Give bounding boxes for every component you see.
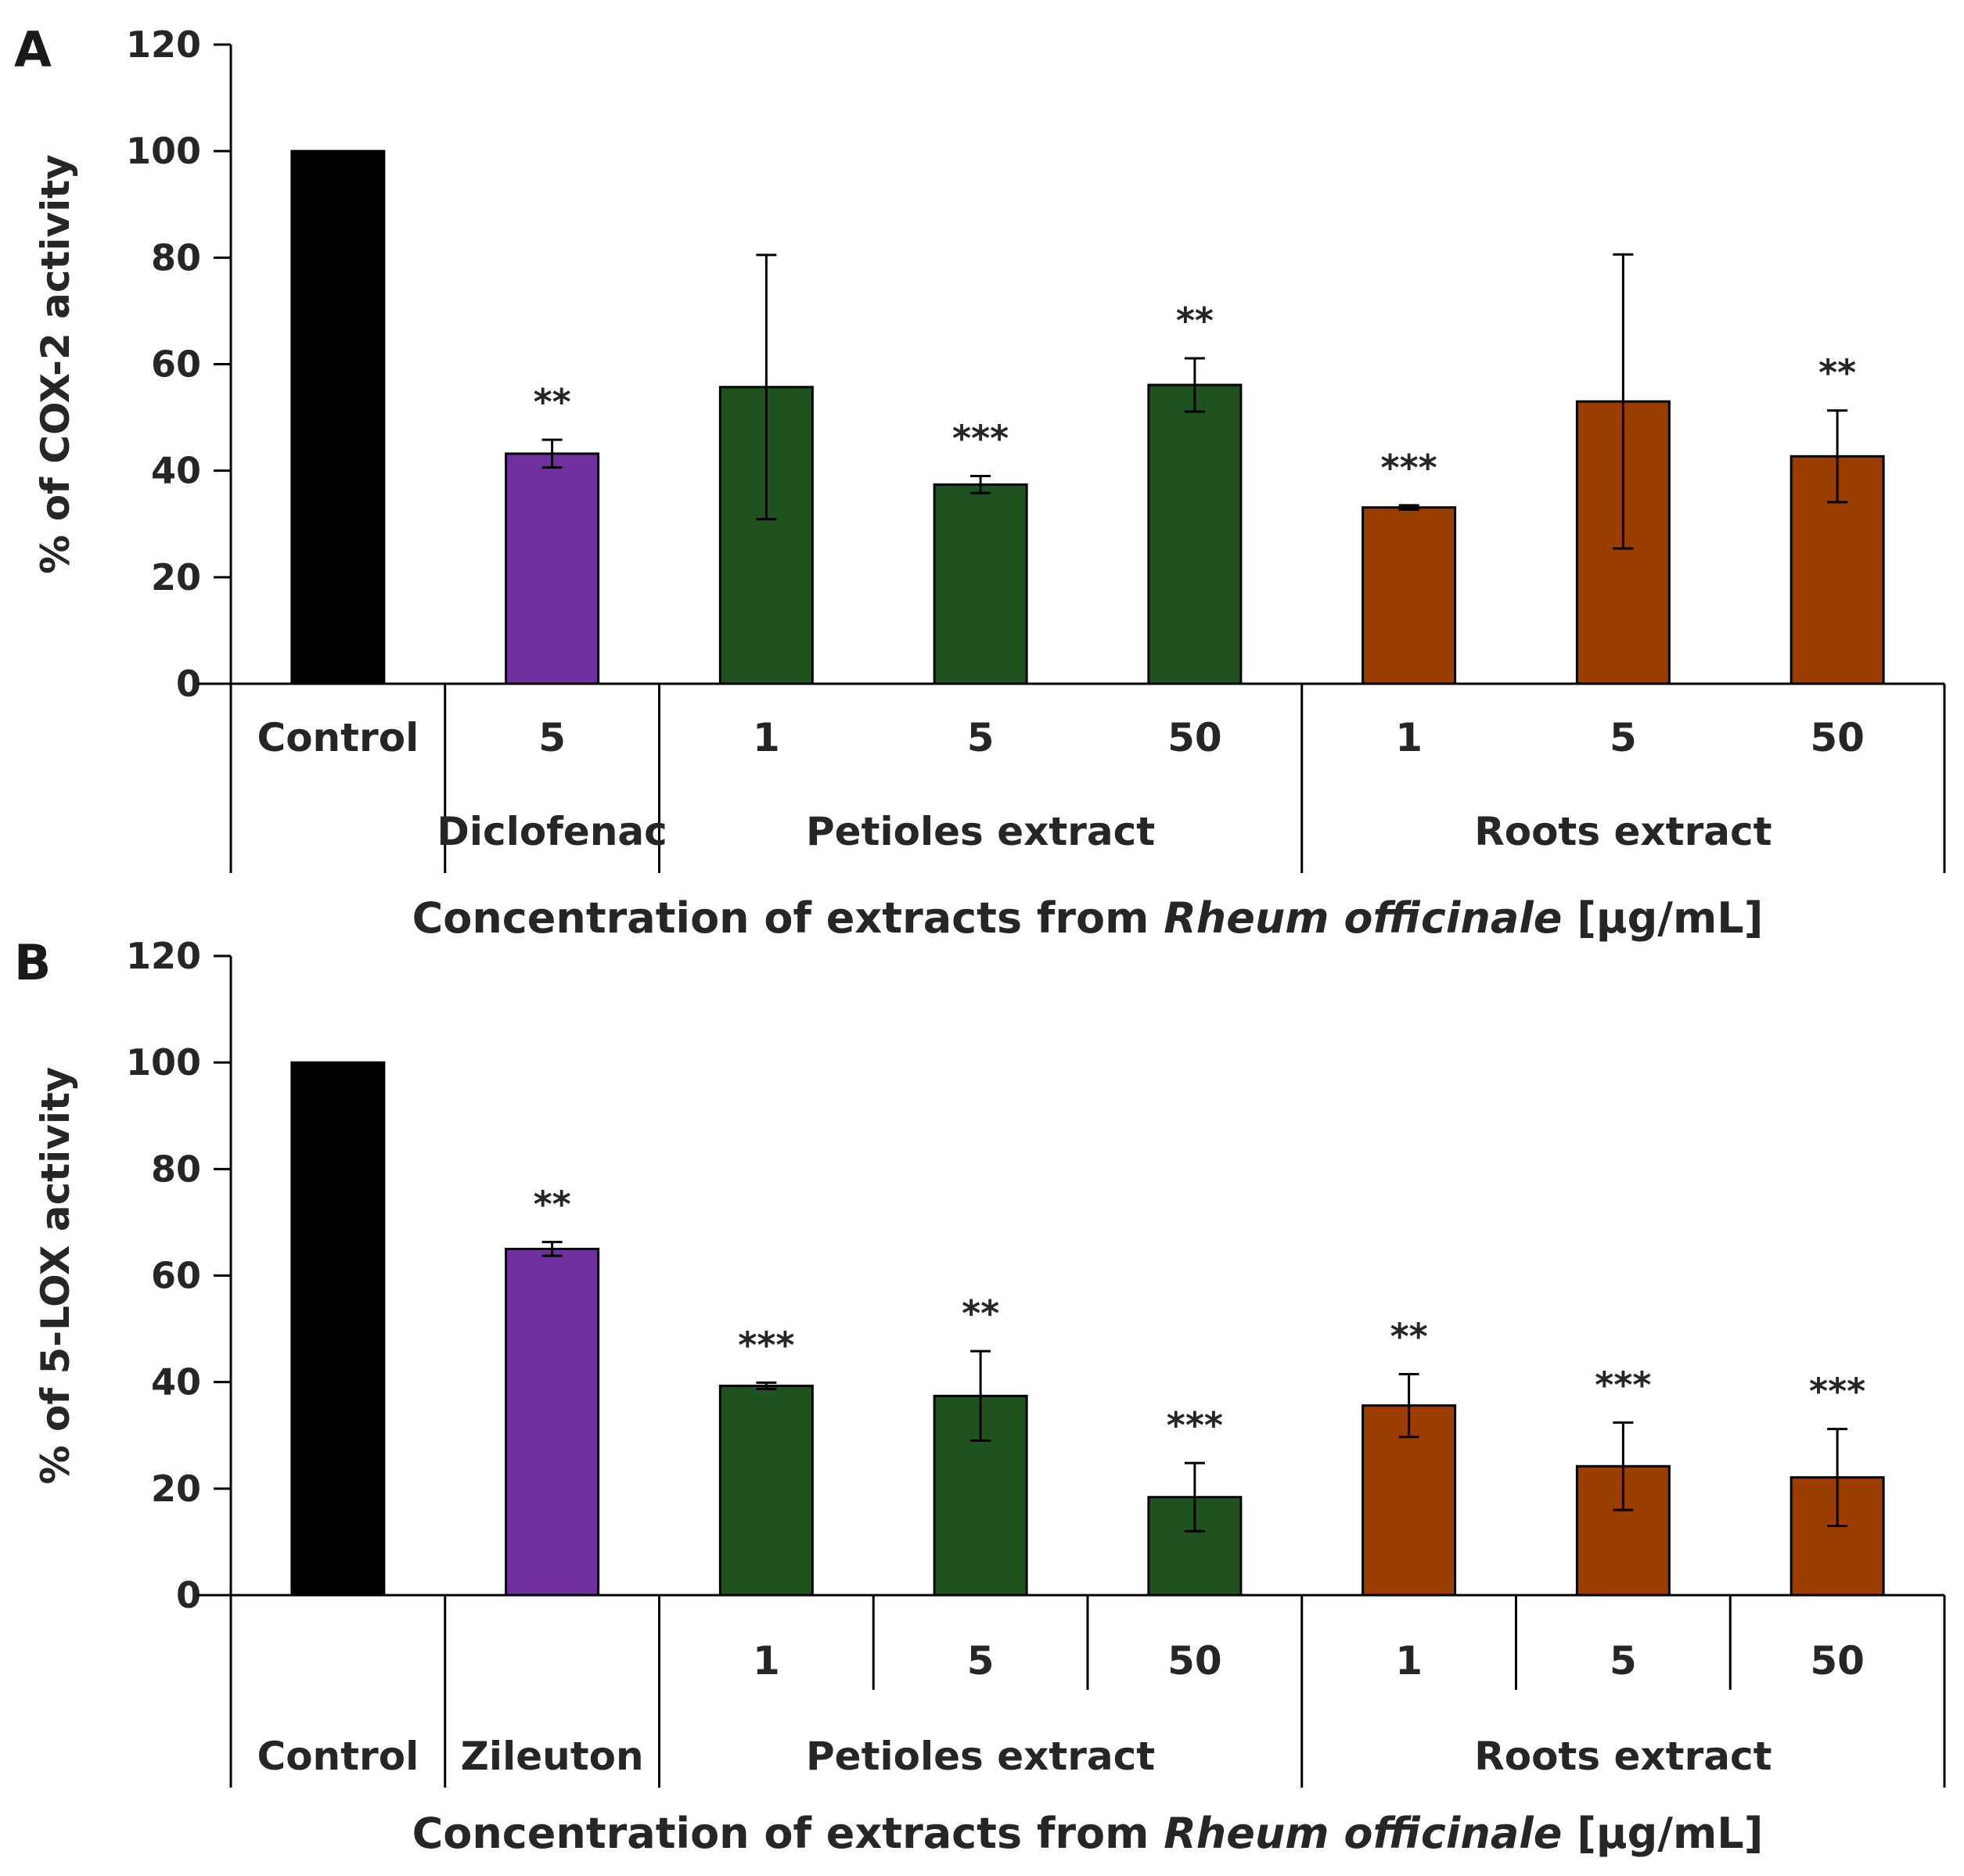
category-label: 50 [1810,715,1865,760]
y-axis-title: % of 5-LOX activity [33,1067,78,1485]
x-axis-title: Concentration of extracts from Rheum off… [412,893,1764,943]
significance-label: *** [1809,1371,1865,1413]
category-label: 5 [1610,715,1637,760]
category-label: 5 [967,715,995,760]
group-label: Roots extract [1474,809,1772,854]
bar [933,483,1028,685]
y-tick-label: 120 [126,23,201,66]
panel-a: A 0 20 40 60 80 100 120 % of COX-2 activity Contr… [14,21,1946,943]
significance-label: ** [1390,1315,1428,1357]
category-label: 1 [1395,1638,1423,1684]
category-label: 50 [1167,715,1222,760]
panel-letter: A [14,21,52,78]
category-label: 1 [1395,715,1423,760]
significance-label: *** [1595,1364,1651,1406]
y-tick-label: 100 [126,1041,201,1084]
bar [718,1384,814,1597]
y-tick-label: 60 [151,1255,201,1297]
category-label: 1 [753,715,780,760]
significance-label: ** [534,1184,571,1226]
group-label: Zileuton [461,1734,644,1779]
significance-label: ** [1176,300,1214,342]
category-label: 5 [538,715,566,760]
y-tick-label: 20 [151,1468,201,1510]
y-tick-label: 20 [151,556,201,598]
group-label: Diclofenac [437,809,667,854]
significance-label: *** [1167,1404,1223,1447]
y-tick-label: 0 [176,663,201,705]
y-tick-label: 80 [151,236,201,279]
bar [1147,383,1243,685]
y-tick-label: 60 [151,343,201,386]
group-label: Control [257,1734,419,1779]
bar [505,1247,600,1597]
y-tick-label: 100 [126,130,201,172]
group-label: Roots extract [1474,1734,1772,1779]
bar [290,149,386,685]
x-axis-title: Concentration of extracts from Rheum off… [412,1809,1764,1858]
group-label: Petioles extract [806,1734,1155,1779]
significance-label: ** [962,1292,999,1335]
significance-label: ** [1818,352,1856,394]
bar [1361,506,1457,685]
y-tick-label: 80 [151,1148,201,1190]
category-label: Control [257,715,419,760]
y-axis-title: % of COX-2 activity [33,154,78,574]
y-tick-label: 120 [126,935,201,977]
category-label: 50 [1810,1638,1865,1684]
category-label: 1 [753,1638,780,1684]
significance-label: *** [738,1324,794,1366]
y-tick-label: 0 [176,1574,201,1616]
y-tick-label: 40 [151,450,201,492]
group-label: Petioles extract [806,809,1155,854]
significance-label: *** [952,417,1009,459]
category-label: 5 [1610,1638,1637,1684]
category-label: 5 [967,1638,995,1684]
significance-label: *** [1381,447,1437,489]
bar [505,452,600,685]
bar [290,1061,386,1597]
significance-label: ** [534,381,571,423]
y-tick-label: 40 [151,1361,201,1403]
panel-letter: B [14,934,51,991]
category-label: 50 [1167,1638,1222,1684]
